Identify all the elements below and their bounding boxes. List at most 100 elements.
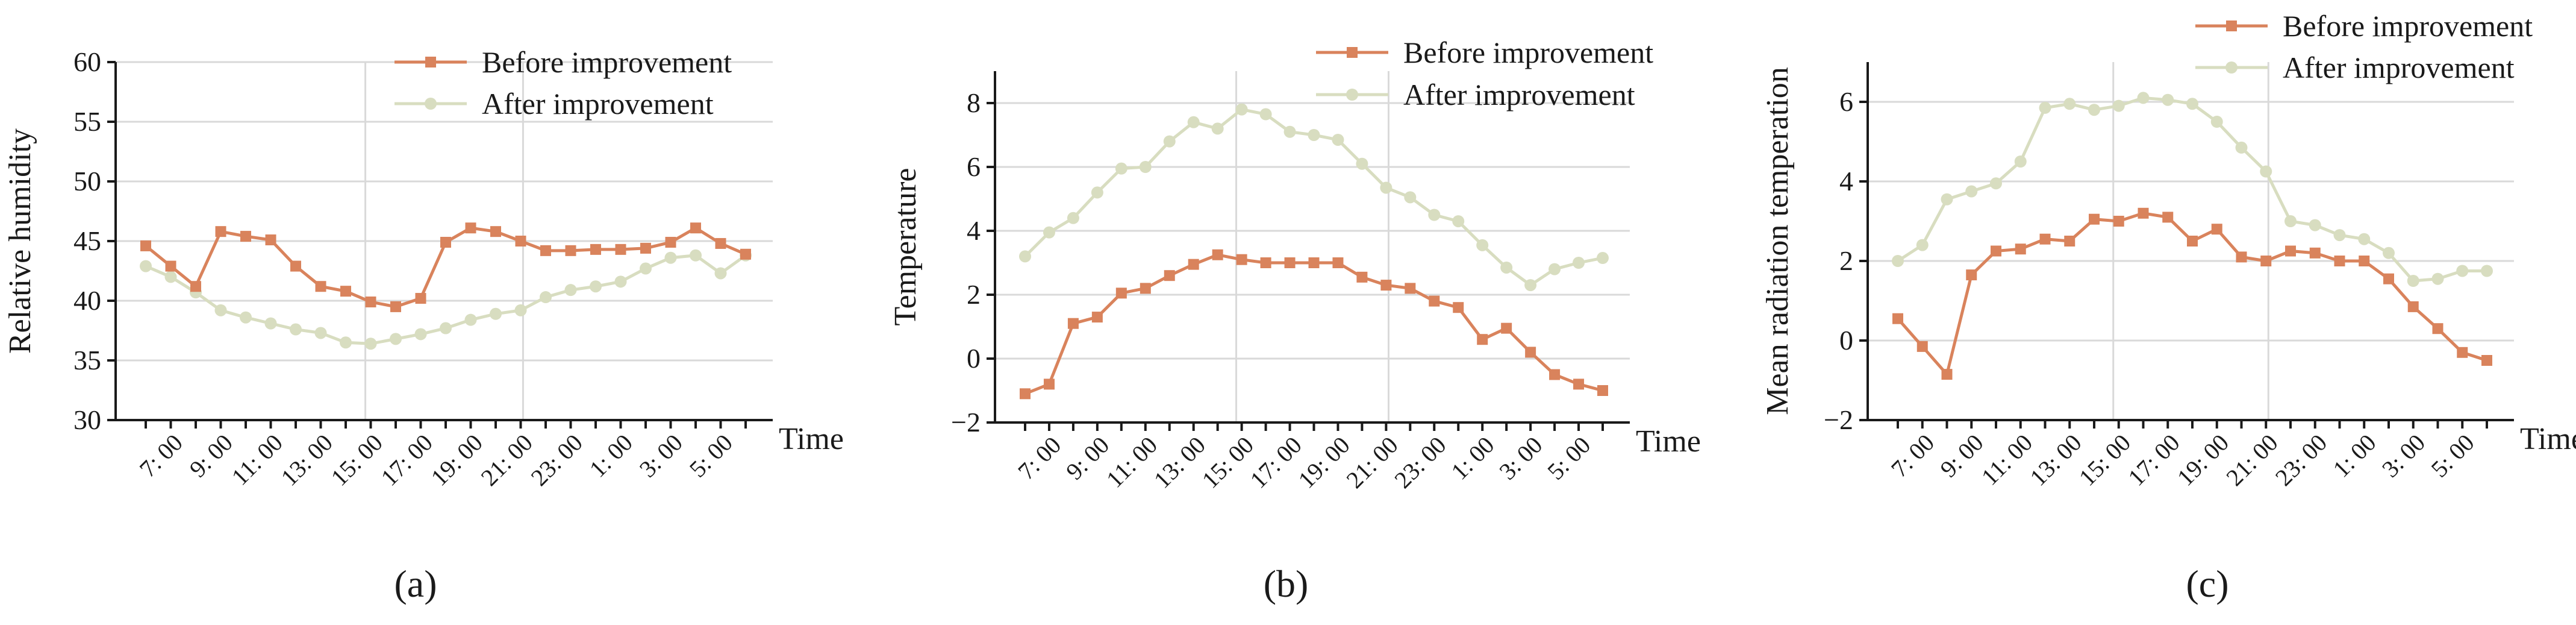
y-tick-label: 30 xyxy=(73,404,101,435)
data-point-before xyxy=(740,248,751,260)
data-point-after xyxy=(264,317,277,330)
x-tick-label: 17: 00 xyxy=(2122,429,2185,491)
legend: Before improvement After improvement xyxy=(2195,9,2533,84)
x-tick-label: 3: 00 xyxy=(2377,429,2430,483)
x-tick-label: 23: 00 xyxy=(2270,429,2332,491)
x-tick-label: 11: 00 xyxy=(1976,429,2038,491)
data-point-before xyxy=(1332,257,1344,268)
data-point-before xyxy=(590,243,601,255)
data-point-before xyxy=(1429,295,1440,307)
data-point-before xyxy=(640,242,651,254)
data-point-after xyxy=(1115,162,1127,175)
y-tick-label: 2 xyxy=(967,279,981,310)
legend-label: After improvement xyxy=(482,87,714,121)
data-point-before xyxy=(1284,257,1296,268)
data-point-before xyxy=(1597,385,1608,396)
data-point-before xyxy=(665,236,676,248)
data-point-before xyxy=(2457,347,2468,358)
data-point-after xyxy=(1428,209,1441,221)
data-point-after xyxy=(1187,116,1200,128)
data-point-after xyxy=(2431,272,2444,285)
data-point-before xyxy=(2089,213,2100,225)
data-point-before xyxy=(2260,256,2272,266)
data-point-before xyxy=(2481,355,2492,366)
data-point-before xyxy=(1260,257,1271,268)
data-point-before xyxy=(165,260,176,272)
data-point-after xyxy=(1404,191,1417,204)
x-tick-label: 5: 00 xyxy=(2425,429,2479,483)
data-point-before xyxy=(190,281,201,292)
x-tick-label: 17: 00 xyxy=(376,429,438,491)
data-point-after xyxy=(664,251,677,264)
data-point-before xyxy=(2113,216,2124,227)
data-point-before xyxy=(1501,322,1512,334)
x-tick-label: 23: 00 xyxy=(1389,432,1451,494)
data-point-after xyxy=(514,304,527,316)
x-tick-label: 5: 00 xyxy=(1542,432,1595,485)
data-point-after xyxy=(464,313,477,326)
y-tick-label: 0 xyxy=(1839,325,1853,356)
data-point-before xyxy=(1405,283,1416,294)
data-point-before xyxy=(1356,271,1368,283)
data-point-after xyxy=(2383,247,2395,259)
data-point-before xyxy=(2432,323,2443,334)
data-point-before xyxy=(690,222,701,234)
data-point-before xyxy=(2064,236,2075,247)
x-axis-title: Time xyxy=(779,422,844,456)
y-tick-label: 60 xyxy=(73,46,101,77)
legend-marker-square xyxy=(2226,20,2237,31)
data-point-before xyxy=(215,226,226,237)
data-point-after xyxy=(240,311,252,324)
data-point-before xyxy=(1140,283,1151,294)
data-point-after xyxy=(2210,116,2223,128)
data-point-after xyxy=(214,304,227,316)
data-point-before xyxy=(1067,318,1079,329)
data-point-after xyxy=(2358,233,2371,245)
data-point-before xyxy=(540,245,551,256)
data-point-after xyxy=(590,280,602,293)
data-point-before xyxy=(1573,378,1585,390)
data-point-after xyxy=(1019,250,1031,263)
data-point-before xyxy=(1941,369,1953,380)
data-point-before xyxy=(1308,257,1320,268)
x-tick-label: 13: 00 xyxy=(276,429,338,491)
data-point-after xyxy=(2260,165,2272,178)
data-point-before xyxy=(1892,313,1903,324)
data-point-before xyxy=(1453,302,1464,313)
data-point-after xyxy=(164,271,177,283)
data-point-after xyxy=(1043,226,1055,239)
x-tick-label: 21: 00 xyxy=(2221,429,2283,491)
data-point-after xyxy=(140,260,152,272)
data-point-after xyxy=(1916,239,1929,251)
data-point-after xyxy=(1452,215,1465,228)
x-tick-label: 11: 00 xyxy=(1101,432,1162,493)
y-tick-label: 6 xyxy=(967,151,981,182)
y-axis-title: Relative humidity xyxy=(3,128,37,354)
legend-marker-square xyxy=(1347,47,1358,58)
data-point-after xyxy=(1941,193,1953,206)
data-point-before xyxy=(1020,388,1031,400)
data-point-after xyxy=(2039,101,2051,114)
x-tick-label: 5: 00 xyxy=(684,429,738,483)
data-point-after xyxy=(414,328,427,341)
y-tick-label: 45 xyxy=(73,225,101,256)
data-point-after xyxy=(1091,186,1103,199)
y-axis-title: Temperature xyxy=(888,168,923,326)
data-point-before xyxy=(490,226,501,237)
data-point-after xyxy=(2284,215,2297,227)
y-tick-label: 4 xyxy=(1839,166,1853,196)
data-point-after xyxy=(690,249,702,262)
data-point-after xyxy=(1283,125,1296,138)
panel-label: (a) xyxy=(394,562,437,605)
x-tick-label: 17: 00 xyxy=(1245,432,1307,494)
data-point-after xyxy=(1990,177,2002,190)
data-point-after xyxy=(640,262,652,275)
data-point-before xyxy=(2309,247,2321,259)
data-point-after xyxy=(1548,263,1561,275)
data-point-before xyxy=(390,301,401,312)
series-after-line xyxy=(1897,96,2487,283)
data-point-before xyxy=(265,234,276,246)
